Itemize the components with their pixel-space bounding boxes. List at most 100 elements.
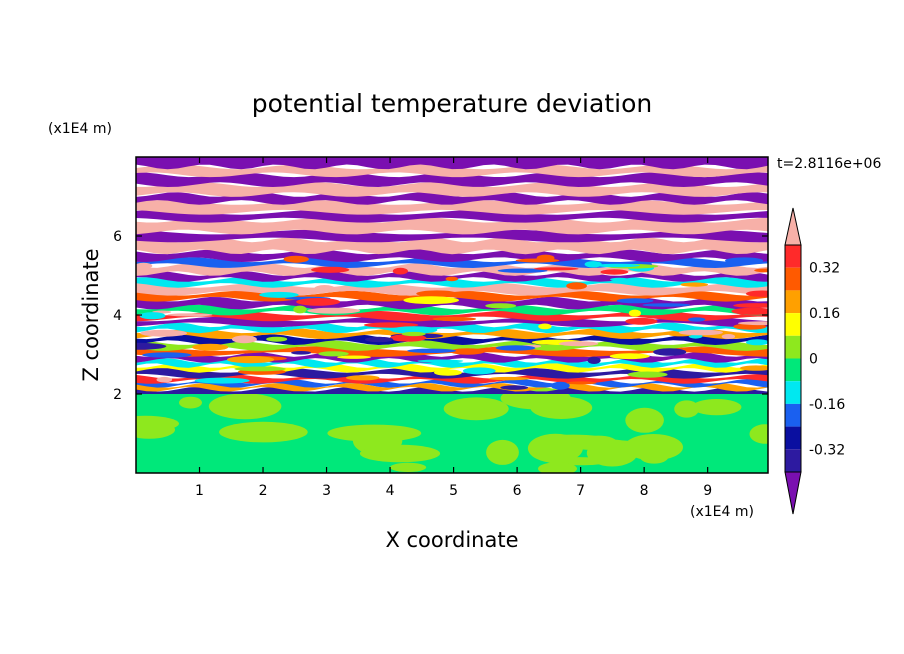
x-tick-label: 6 <box>513 483 522 499</box>
y-axis-label: Z coordinate <box>79 248 103 381</box>
contour-band <box>136 310 768 322</box>
contour-patch <box>749 424 768 444</box>
x-tick-label: 7 <box>576 483 585 499</box>
y-axis: 2 4 6 <box>113 229 768 403</box>
contour-patch <box>627 371 668 378</box>
contour-patch <box>587 356 601 364</box>
colorbar: 0.32 0.16 0 -0.16 -0.32 <box>784 207 845 515</box>
contour-patch <box>259 291 299 298</box>
colorbar-tick-label: 0 <box>809 352 818 368</box>
contour-patch <box>515 258 560 263</box>
contour-patch <box>538 323 552 330</box>
contour-patch <box>142 352 192 358</box>
contour-patch <box>558 341 599 347</box>
contour-band <box>136 373 768 384</box>
y-unit-label: (x1E4 m) <box>48 121 112 137</box>
contour-patch <box>390 326 438 334</box>
contour-patch <box>534 267 579 271</box>
contour-band <box>136 283 768 296</box>
contour-band <box>136 182 768 197</box>
contour-patch <box>296 298 341 306</box>
contour-patch <box>291 351 312 355</box>
contour-patch <box>566 381 597 385</box>
contour-patch <box>136 262 153 270</box>
contour-patch <box>500 385 529 390</box>
contour-patch <box>136 415 179 432</box>
contour-patch <box>364 336 394 343</box>
contour-patch <box>737 321 768 326</box>
contour-patch <box>754 268 768 273</box>
contour-patch <box>462 367 496 375</box>
x-axis-label: X coordinate <box>385 528 518 552</box>
x-tick-label: 4 <box>386 483 395 499</box>
colorbar-segment <box>785 449 801 472</box>
contour-patch <box>226 356 275 364</box>
contour-patch <box>745 290 768 297</box>
contour-patch <box>191 343 229 351</box>
contour-patch <box>417 359 464 363</box>
contour-patch <box>208 393 282 420</box>
contour-patch <box>678 329 723 336</box>
contour-patch <box>266 336 288 342</box>
contour-patch <box>691 399 742 416</box>
contour-band <box>136 172 768 187</box>
contour-patch <box>140 329 188 337</box>
x-tick-label: 5 <box>449 483 458 499</box>
contour-patch <box>642 303 691 307</box>
contour-patch <box>600 269 629 275</box>
colorbar-tick-label: 0.32 <box>809 261 840 277</box>
colorbar-tick-label: -0.16 <box>809 397 845 413</box>
contour-patch <box>314 285 336 293</box>
contour-patch <box>337 355 371 359</box>
y-tick-label: 6 <box>113 229 122 245</box>
contour-patch <box>609 353 650 360</box>
colorbar-segment <box>785 290 801 314</box>
contour-patch <box>403 296 460 305</box>
contour-band <box>136 237 768 255</box>
contour-patch <box>283 255 309 263</box>
contour-patch <box>156 376 173 383</box>
y-tick-label: 2 <box>113 387 122 403</box>
x-unit-label: (x1E4 m) <box>690 504 754 520</box>
contour-patch <box>733 303 768 308</box>
y-tick-label: 4 <box>113 308 122 324</box>
colorbar-extend-top <box>784 207 802 246</box>
contour-band <box>136 164 768 178</box>
contour-patch <box>359 444 441 463</box>
contour-patch <box>688 317 706 322</box>
contour-patch <box>739 365 768 371</box>
contour-patch <box>445 276 458 282</box>
contour-patch <box>595 263 640 268</box>
contour-band <box>136 316 768 328</box>
contour-patch <box>234 366 286 372</box>
contour-band <box>136 386 768 394</box>
x-tick-label: 9 <box>703 483 712 499</box>
contour-patch <box>416 290 458 297</box>
contour-patch <box>616 298 654 304</box>
chart-title: potential temperature deviation <box>252 89 652 118</box>
plot-area <box>136 157 768 473</box>
contour-band <box>136 379 768 388</box>
contour-patch <box>194 377 250 384</box>
contour-patch <box>731 307 768 315</box>
contour-patch <box>495 345 536 351</box>
contour-patch <box>392 267 408 275</box>
contour-band <box>136 271 768 282</box>
x-tick-label: 1 <box>195 483 204 499</box>
contour-patch <box>434 369 462 376</box>
contour-patch <box>407 348 457 353</box>
x-tick-label: 8 <box>640 483 649 499</box>
contour-band <box>136 363 768 373</box>
time-label: t=2.8116e+06 <box>777 156 881 172</box>
contour-patch <box>721 334 736 339</box>
colorbar-segment <box>785 426 801 450</box>
contour-patch <box>432 316 477 322</box>
colorbar-segment <box>785 358 801 382</box>
contour-patch <box>485 303 517 309</box>
contour-patch <box>390 462 427 472</box>
contour-patch <box>363 322 419 328</box>
contour-band <box>136 304 768 316</box>
colorbar-segment <box>785 381 801 404</box>
colorbar-segment <box>785 335 801 359</box>
